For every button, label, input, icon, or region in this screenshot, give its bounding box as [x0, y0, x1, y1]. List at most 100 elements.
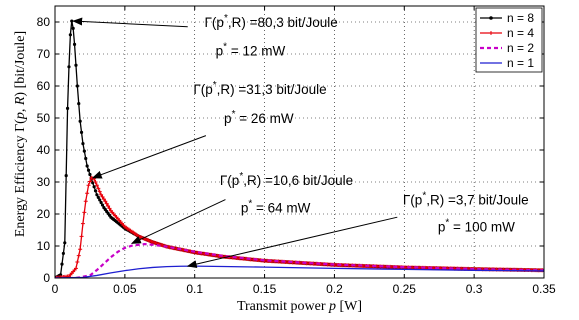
x-tick-label: 0.25 — [393, 282, 417, 296]
data-point-marker — [85, 164, 89, 168]
data-point-marker — [78, 247, 83, 252]
annotation-arrow — [91, 135, 207, 179]
data-point-marker — [98, 198, 102, 202]
y-tick-label: 0 — [43, 271, 50, 285]
plot-frame — [54, 5, 545, 279]
data-point-marker — [68, 33, 72, 37]
legend-entry: n = 8 — [507, 11, 534, 25]
data-point-marker — [81, 142, 85, 146]
legend-entry: n = 2 — [507, 41, 534, 55]
data-point-marker — [86, 168, 91, 172]
x-tick-label: 0.1 — [186, 282, 203, 296]
y-tick-label: 30 — [37, 175, 51, 189]
data-point-marker — [75, 260, 80, 264]
legend-entry: n = 1 — [507, 56, 534, 70]
x-tick-label: 0.05 — [113, 282, 137, 296]
data-point-marker — [84, 156, 88, 161]
annotation-arrow — [130, 199, 226, 244]
legend-marker — [489, 16, 493, 20]
grid — [55, 6, 544, 278]
data-point-marker — [96, 186, 101, 191]
axes: 0 0.05 0.1 0.15 0.2 0.25 0.3 0.35 0 10 20 30 40 50 60 7… — [13, 5, 556, 314]
data-point-marker — [63, 241, 67, 245]
legend: n = 8n = 4n = 2n = 1 — [475, 7, 543, 73]
annotation-label-efficiency: Γ(p*,R) =80,3 bit/Joule — [204, 13, 337, 30]
annotation-label-efficiency: Γ(p*,R) =10,6 bit/Joule — [220, 171, 353, 188]
data-point-marker — [88, 172, 92, 177]
y-axis-label: Energy Efficiency Γ(p, R) [bit/Joule] — [13, 31, 28, 237]
x-tick-label: 0 — [52, 282, 59, 296]
data-point-marker — [93, 180, 98, 184]
data-point-marker — [67, 65, 71, 69]
legend-marker — [489, 31, 493, 35]
y-tick-label: 80 — [37, 15, 51, 29]
data-point-marker — [92, 185, 96, 189]
x-axis-label: Transmit power p [W] — [237, 299, 362, 314]
data-point-marker — [97, 189, 102, 194]
annotation-arrow — [186, 216, 398, 269]
data-point-marker — [78, 119, 82, 123]
data-point-marker — [74, 63, 78, 67]
x-tick-label: 0.35 — [532, 282, 556, 296]
data-point-marker — [71, 26, 75, 30]
y-tick-label: 40 — [37, 143, 51, 157]
data-point-marker — [83, 199, 88, 204]
data-point-marker — [70, 19, 74, 23]
annotation-label-efficiency: Γ(p*,R) =31,3 bit/Joule — [193, 80, 326, 97]
legend-entry: n = 4 — [507, 26, 534, 40]
data-point-marker — [82, 149, 86, 153]
data-point-marker — [82, 210, 87, 215]
data-point-marker — [96, 195, 100, 199]
data-point-marker — [76, 253, 81, 258]
y-tick-label: 20 — [37, 207, 51, 221]
series-line-n-2 — [55, 242, 544, 278]
y-tick-label: 50 — [37, 111, 51, 125]
data-point-marker — [72, 42, 77, 47]
data-point-marker — [99, 200, 103, 205]
x-tick-label: 0.15 — [253, 282, 277, 296]
data-point-marker — [79, 130, 84, 134]
data-point-marker — [79, 234, 84, 239]
data-point-marker — [104, 201, 109, 206]
data-point-marker — [107, 206, 112, 211]
annotation-label-power: p* = 100 mW — [438, 218, 515, 235]
data-point-marker — [61, 251, 65, 256]
data-point-marker — [77, 102, 81, 106]
y-tick-label: 70 — [37, 47, 51, 61]
x-tick-label: 0.3 — [466, 282, 483, 296]
series-layer — [55, 19, 544, 278]
y-tick-label: 60 — [37, 79, 51, 93]
data-point-marker — [86, 183, 91, 188]
data-point-marker — [101, 197, 106, 202]
annotation-arrow — [72, 17, 188, 28]
annotations: Γ(p*,R) =80,3 bit/Joule p* = 12 mW Γ(p*,R)… — [72, 13, 529, 269]
annotation-label-power: p* = 64 mW — [241, 198, 311, 215]
y-tick-label: 10 — [37, 239, 51, 253]
data-point-marker — [94, 183, 99, 188]
annotation-label-efficiency: Γ(p*,R) =3,7 bit/Joule — [403, 190, 529, 207]
data-point-marker — [100, 203, 105, 207]
data-point-marker — [95, 193, 99, 197]
data-point-marker — [103, 199, 108, 204]
data-point-marker — [93, 189, 98, 193]
plot-background — [55, 6, 544, 278]
data-point-marker — [64, 174, 68, 178]
x-tick-label: 0.2 — [326, 282, 343, 296]
data-point-marker — [85, 191, 90, 196]
data-point-marker — [73, 266, 78, 271]
data-point-marker — [60, 262, 64, 266]
data-point-marker — [106, 204, 111, 208]
data-point-marker — [100, 194, 105, 199]
data-point-marker — [87, 179, 92, 184]
legend-box — [475, 7, 543, 73]
data-point-marker — [99, 192, 104, 197]
series-line-n-1 — [55, 265, 544, 278]
data-point-marker — [65, 106, 70, 110]
data-point-marker — [75, 84, 79, 88]
annotation-label-power: p* = 26 mW — [224, 109, 294, 126]
data-point-marker — [80, 221, 85, 226]
data-point-marker — [58, 273, 63, 277]
annotation-label-power: p* = 12 mW — [216, 42, 286, 59]
